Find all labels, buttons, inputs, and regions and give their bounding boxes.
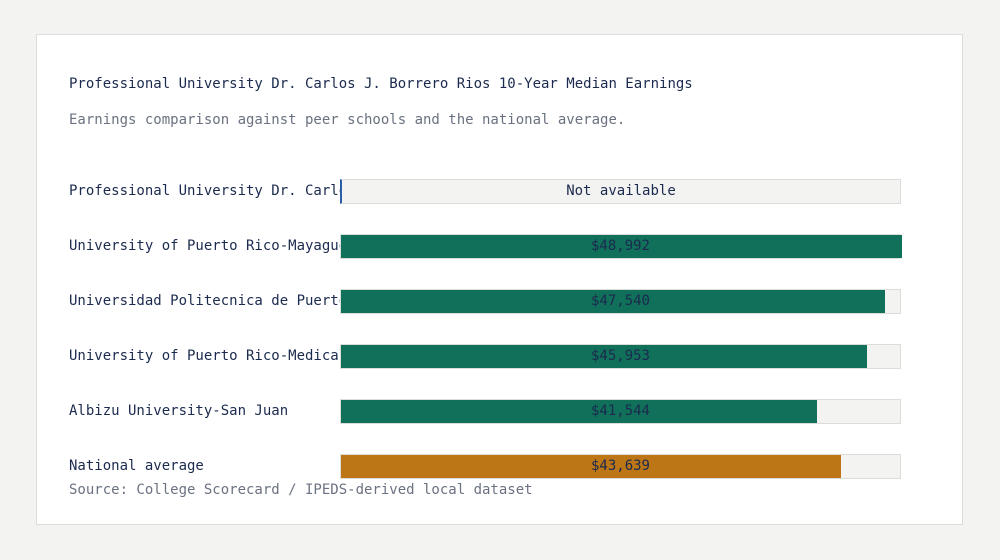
bar-label: Albizu University-San Juan bbox=[69, 403, 289, 419]
chart-title: Professional University Dr. Carlos J. Bo… bbox=[69, 76, 693, 92]
bar-row: University of Puerto Rico-Mayaguez $48,99… bbox=[37, 234, 964, 259]
bar-row: University of Puerto Rico-Medical Scienc… bbox=[37, 344, 964, 369]
bar-track: $43,639 bbox=[340, 454, 901, 479]
bar-value-label: $43,639 bbox=[590, 458, 650, 474]
bar-label: Universidad Politecnica de Puerto Rico bbox=[69, 293, 340, 309]
bar bbox=[341, 345, 867, 368]
bar-value-label: $47,540 bbox=[590, 293, 650, 309]
bar-row: National average $43,639 bbox=[37, 454, 964, 479]
bar-value-label: $41,544 bbox=[590, 403, 650, 419]
chart-card: Professional University Dr. Carlos J. Bo… bbox=[36, 34, 963, 525]
bar bbox=[341, 455, 841, 478]
bar-label: Professional University Dr. Carlos J. Bo… bbox=[69, 183, 340, 199]
bar-track: $45,953 bbox=[340, 344, 901, 369]
bar bbox=[341, 235, 902, 258]
bar bbox=[341, 290, 885, 313]
bar-label: National average bbox=[69, 458, 204, 474]
chart-subtitle: Earnings comparison against peer schools… bbox=[69, 112, 626, 128]
bar-value-label: $45,953 bbox=[590, 348, 650, 364]
bar-row: Albizu University-San Juan $41,544 bbox=[37, 399, 964, 424]
bar-track: $41,544 bbox=[340, 399, 901, 424]
bar-track: $48,992 bbox=[340, 234, 902, 259]
bar bbox=[341, 400, 817, 423]
chart-source: Source: College Scorecard / IPEDS-derive… bbox=[69, 482, 533, 498]
bar-row: Universidad Politecnica de Puerto Rico $4… bbox=[37, 289, 964, 314]
bar-row: Professional University Dr. Carlos J. Bo… bbox=[37, 179, 964, 204]
bar-track: Not available bbox=[340, 179, 901, 204]
bar-value-label: $48,992 bbox=[590, 238, 650, 254]
bar-label: University of Puerto Rico-Medical Scienc… bbox=[69, 348, 340, 364]
bar-track: $47,540 bbox=[340, 289, 901, 314]
bar-value-label: Not available bbox=[566, 183, 676, 199]
bar-label: University of Puerto Rico-Mayaguez bbox=[69, 238, 340, 254]
